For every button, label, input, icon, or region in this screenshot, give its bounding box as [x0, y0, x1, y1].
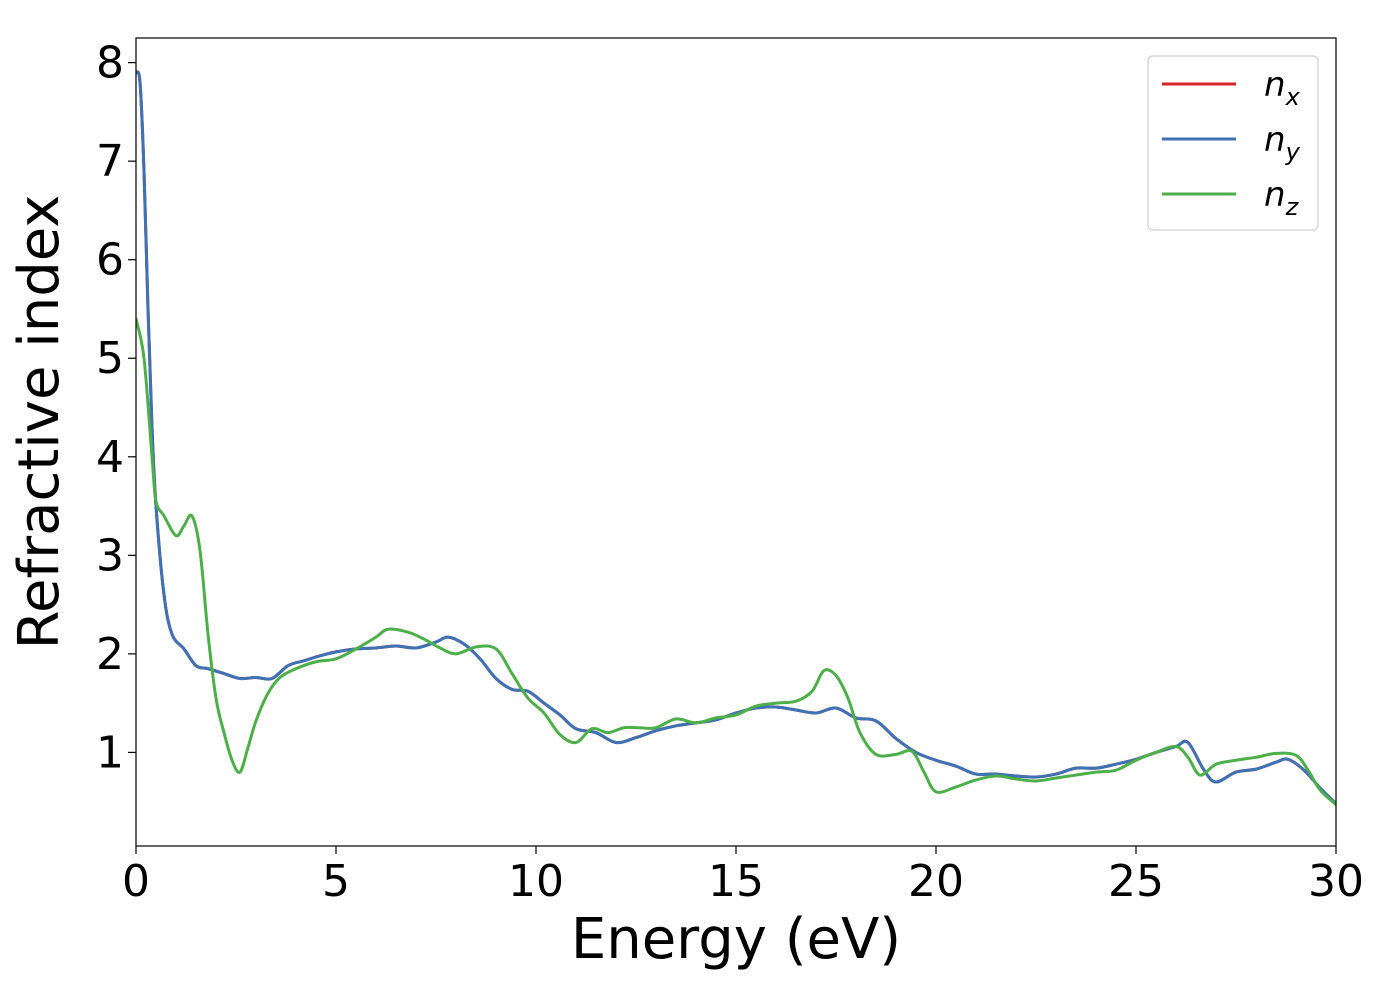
y-tick-label: 6 — [96, 235, 124, 286]
y-tick-label: 4 — [96, 432, 124, 483]
x-axis-title: Energy (eV) — [571, 907, 901, 972]
y-tick-label: 1 — [96, 727, 124, 778]
y-axis-title: Refractive index — [7, 195, 72, 650]
x-tick-label: 30 — [1308, 856, 1364, 907]
x-tick-label: 5 — [322, 856, 350, 907]
y-axis: 1 2 3 4 5 6 7 8 — [96, 38, 136, 778]
legend-label-x: nx — [1264, 65, 1301, 111]
x-tick-label: 10 — [508, 856, 564, 907]
legend-label-z: nz — [1264, 175, 1300, 221]
legend-label-y: ny — [1264, 120, 1301, 166]
y-tick-label: 8 — [96, 38, 124, 89]
x-tick-label: 25 — [1108, 856, 1164, 907]
x-tick-label: 0 — [122, 856, 150, 907]
legend-box — [1147, 55, 1319, 231]
x-axis: 0 5 10 15 20 25 30 — [122, 846, 1364, 907]
y-tick-label: 7 — [96, 136, 124, 187]
series-group — [136, 70, 1336, 807]
y-tick-label: 5 — [96, 333, 124, 384]
series-line-z — [136, 317, 1336, 807]
y-tick-label: 2 — [96, 629, 124, 680]
y-tick-label: 3 — [96, 530, 124, 581]
x-tick-label: 20 — [908, 856, 964, 907]
legend: nx ny nz — [1147, 55, 1319, 231]
x-tick-label: 15 — [708, 856, 764, 907]
